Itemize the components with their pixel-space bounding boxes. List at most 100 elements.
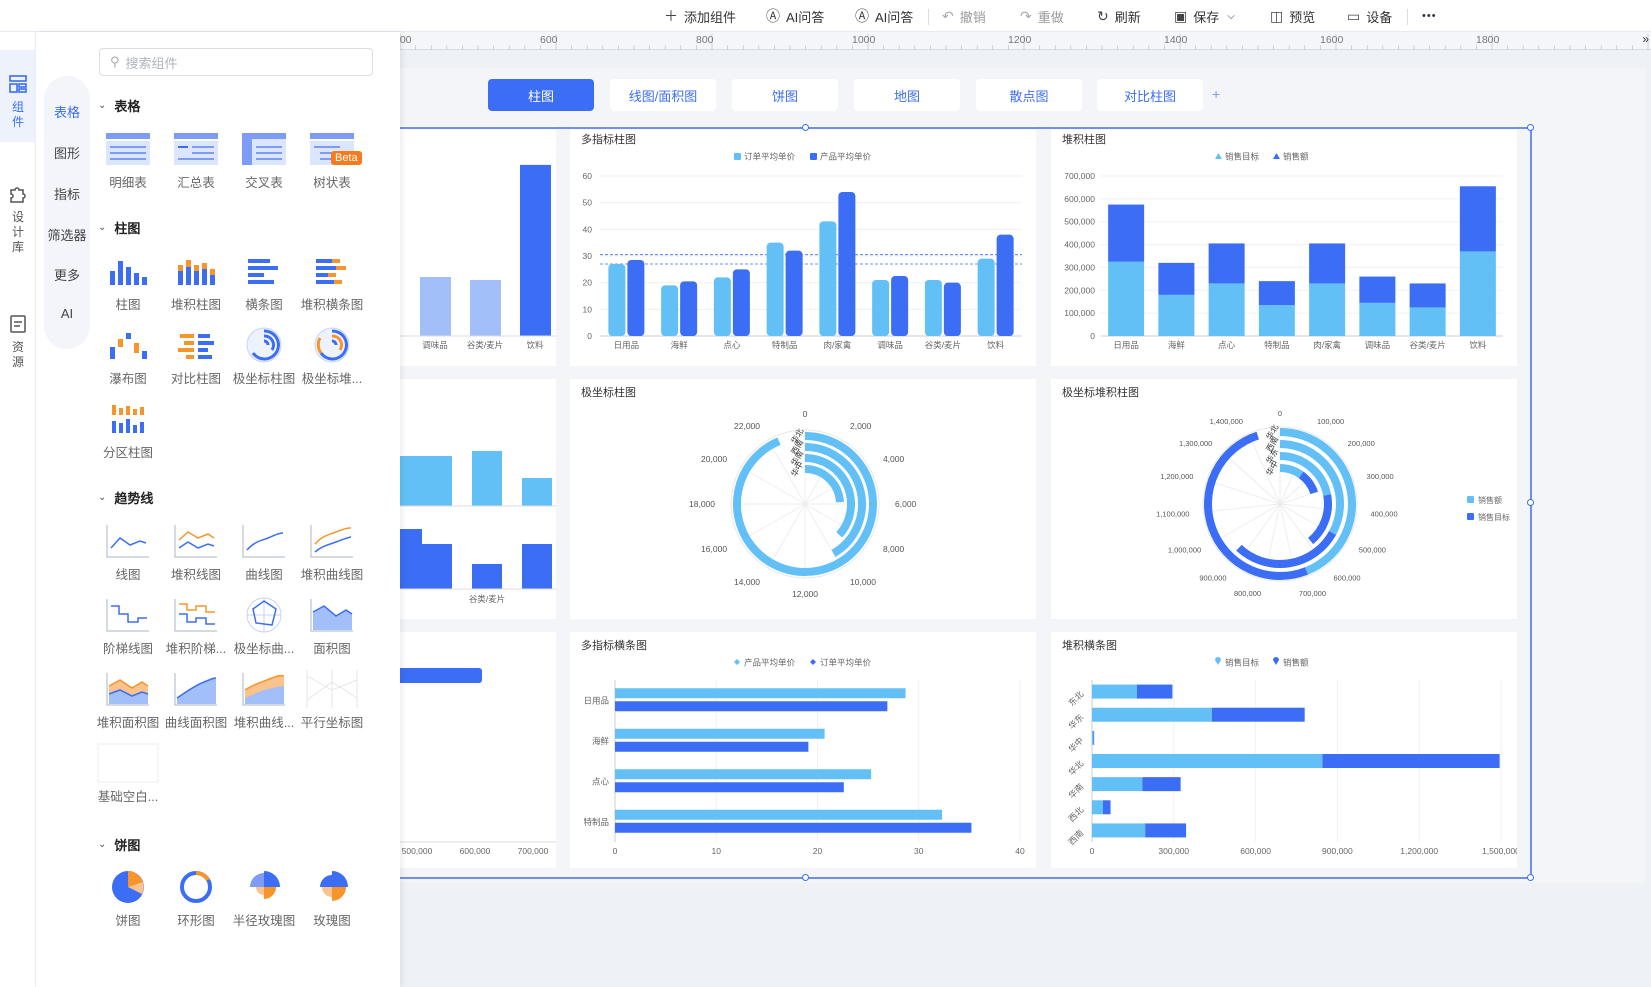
- category-filter[interactable]: 筛选器: [47, 228, 87, 243]
- polar-tick-label: 14,000: [734, 577, 760, 587]
- item-polar-curve[interactable]: 极坐标曲...: [230, 594, 298, 657]
- section-pie[interactable]: ⌄ 饼图: [98, 838, 141, 853]
- item-curve-area[interactable]: 曲线面积图: [162, 668, 230, 731]
- item-stacked-bar-chart[interactable]: 堆积柱图: [162, 250, 230, 313]
- resize-handle[interactable]: [802, 874, 809, 881]
- redo-button[interactable]: ↷ 重做: [1020, 7, 1064, 25]
- polar-spoke: [1213, 503, 1281, 543]
- resize-handle[interactable]: [802, 124, 809, 131]
- tab-pie[interactable]: 饼图: [732, 79, 838, 111]
- category-table[interactable]: 表格: [53, 105, 80, 120]
- item-stacked-step[interactable]: 堆积阶梯...: [162, 594, 230, 657]
- item-horizontal-bar[interactable]: 横条图: [230, 250, 298, 313]
- tab-scatter[interactable]: 散点图: [976, 79, 1082, 111]
- bar: [422, 456, 452, 506]
- category-more[interactable]: 更多: [53, 268, 80, 283]
- item-stacked-curve-area[interactable]: 堆积曲线...: [230, 668, 298, 731]
- polar-spoke: [1263, 503, 1281, 580]
- item-stacked-line[interactable]: 堆积线图: [162, 520, 230, 583]
- item-area-chart[interactable]: 面积图: [298, 594, 366, 657]
- chart-card-stacked-bar[interactable]: 堆积柱图 销售目标 销售额 700,000 600,000 500,000 400,000…: [1051, 126, 1517, 366]
- item-stacked-curve[interactable]: 堆积曲线图: [298, 520, 366, 583]
- nav-design-library[interactable]: 设计库: [0, 184, 36, 284]
- bar-segment: [1092, 823, 1146, 838]
- bar: [422, 544, 452, 589]
- y-tick-label: 500,000: [1064, 217, 1095, 227]
- item-polar-stacked[interactable]: 极坐标堆...: [298, 324, 366, 387]
- resize-handle[interactable]: [1527, 874, 1534, 881]
- section-table[interactable]: ⌄ 表格: [98, 99, 141, 114]
- ruler-label: 600: [540, 34, 558, 46]
- resize-handle[interactable]: [1527, 124, 1534, 131]
- item-polar-bar[interactable]: 极坐标柱图: [230, 324, 298, 387]
- item-partition-bar[interactable]: 分区柱图: [94, 398, 162, 461]
- tab-bar[interactable]: 柱图: [488, 79, 594, 111]
- resize-handle[interactable]: [1527, 499, 1534, 506]
- more-button[interactable]: •••: [1422, 10, 1437, 22]
- chart-card-bar-partial[interactable]: 调味品 谷类/麦片 饮料: [400, 126, 556, 366]
- item-pie[interactable]: 饼图: [94, 866, 162, 929]
- item-radius-rose[interactable]: 半径玫瑰图: [230, 866, 298, 929]
- ai-qa-button[interactable]: Ⓐ AI问答: [766, 8, 825, 25]
- add-component-button[interactable]: ＋添加组件: [664, 8, 737, 25]
- x-tick-label: 0: [613, 846, 618, 856]
- search-input[interactable]: ⚲ 搜索组件: [99, 48, 373, 76]
- chart-card-multi-index-horizontal[interactable]: 多指标横条图 产品平均单价 订单平均单价 0 10 20 30 40 日用品 海鲜 点心 特制品: [570, 632, 1036, 868]
- chart-card-polar-stacked[interactable]: 极坐标堆积柱图 0 100,000 200,000 300,000 400,000 500…: [1051, 379, 1517, 619]
- category-ai[interactable]: AI: [60, 306, 74, 321]
- tab-contrast-bar[interactable]: 对比柱图: [1097, 79, 1203, 111]
- polar-tick-label: 0: [1278, 409, 1282, 418]
- chart-card-polar-bar[interactable]: 极坐标柱图 0 2,000 4,000 6,000 8,000 10,000 12,000 1…: [570, 379, 1036, 619]
- item-detail-table[interactable]: 明细表: [94, 128, 162, 191]
- section-trend[interactable]: ⌄ 趋势线: [98, 491, 154, 506]
- item-waterfall[interactable]: 瀑布图: [94, 324, 162, 387]
- legend-label: 订单平均单价: [744, 152, 796, 162]
- tab-line-area[interactable]: 线图/面积图: [610, 79, 716, 111]
- bar-segment: [1092, 800, 1103, 815]
- polar-tick-label: 900,000: [1199, 574, 1226, 583]
- category-metric[interactable]: 指标: [53, 187, 80, 202]
- item-cross-table[interactable]: 交叉表: [230, 128, 298, 191]
- design-canvas[interactable]: 柱图 线图/面积图 饼图 地图 散点图 对比柱图 + 调味品 谷类/麦片 饮料 多指…: [392, 50, 1651, 987]
- item-donut[interactable]: 环形图: [162, 866, 230, 929]
- tab-map[interactable]: 地图: [854, 79, 960, 111]
- bar: [615, 728, 825, 739]
- item-line-chart[interactable]: 线图: [94, 520, 162, 583]
- nav-resources[interactable]: 资源: [0, 314, 36, 394]
- item-rose[interactable]: 玫瑰图: [298, 866, 366, 929]
- item-parallel-coords[interactable]: 平行坐标图: [298, 668, 366, 731]
- undo-button[interactable]: ↶ 撤销: [942, 7, 986, 25]
- nav-components[interactable]: 组件: [0, 50, 36, 142]
- polar-tick-label: 600,000: [1333, 574, 1360, 583]
- item-curve-chart[interactable]: 曲线图: [230, 520, 298, 583]
- item-bar-chart[interactable]: 柱图: [94, 250, 162, 313]
- bar: [392, 529, 422, 589]
- chart-card-partition-partial[interactable]: 谷类/麦片: [392, 379, 556, 619]
- item-tree-table[interactable]: Beta 树状表: [298, 128, 366, 191]
- polar-bar: [804, 454, 855, 538]
- device-button[interactable]: ▭ 设备: [1347, 7, 1393, 25]
- ai-qa-button-2[interactable]: Ⓐ AI问答: [855, 8, 914, 25]
- legend-label: 销售目标: [1225, 658, 1260, 668]
- item-stacked-area[interactable]: 堆积面积图: [94, 668, 162, 731]
- item-contrast-bar[interactable]: 对比柱图: [162, 324, 230, 387]
- chevron-down-icon: ⌄: [98, 222, 107, 233]
- section-bar[interactable]: ⌄ 柱图: [98, 221, 141, 236]
- chart-card-stacked-horizontal[interactable]: 堆积横条图 销售目标 销售额 0 300,000 600,000 900,000 1,200…: [1051, 632, 1520, 868]
- item-step-line[interactable]: 阶梯线图: [94, 594, 162, 657]
- bar-segment: [1309, 283, 1346, 336]
- x-tick-label: 600,000: [460, 846, 491, 856]
- category-graph[interactable]: 图形: [53, 146, 80, 161]
- chart-card-multi-index-bar[interactable]: 多指标柱图 订单平均单价 产品平均单价 60 50 40 30 20 10 0 日用品 海鲜 点心 特制…: [570, 126, 1036, 366]
- item-stacked-horizontal-bar[interactable]: 堆积横条图: [298, 250, 366, 313]
- add-tab-button[interactable]: +: [1212, 86, 1221, 102]
- item-blank-base[interactable]: 基础空白...: [94, 742, 162, 805]
- chart-card-horizontal-partial[interactable]: 500,000 600,000 700,000: [394, 632, 556, 868]
- y-tick-label: 50: [583, 198, 593, 208]
- item-summary-table[interactable]: 汇总表: [162, 128, 230, 191]
- chevron-right-icon[interactable]: »: [1642, 32, 1649, 46]
- save-button[interactable]: ▣ 保存 ⌵: [1174, 7, 1235, 25]
- refresh-button[interactable]: ↻ 刷新: [1097, 7, 1141, 25]
- summary-table-icon: [174, 133, 218, 165]
- preview-button[interactable]: ◫ 预览: [1270, 7, 1316, 25]
